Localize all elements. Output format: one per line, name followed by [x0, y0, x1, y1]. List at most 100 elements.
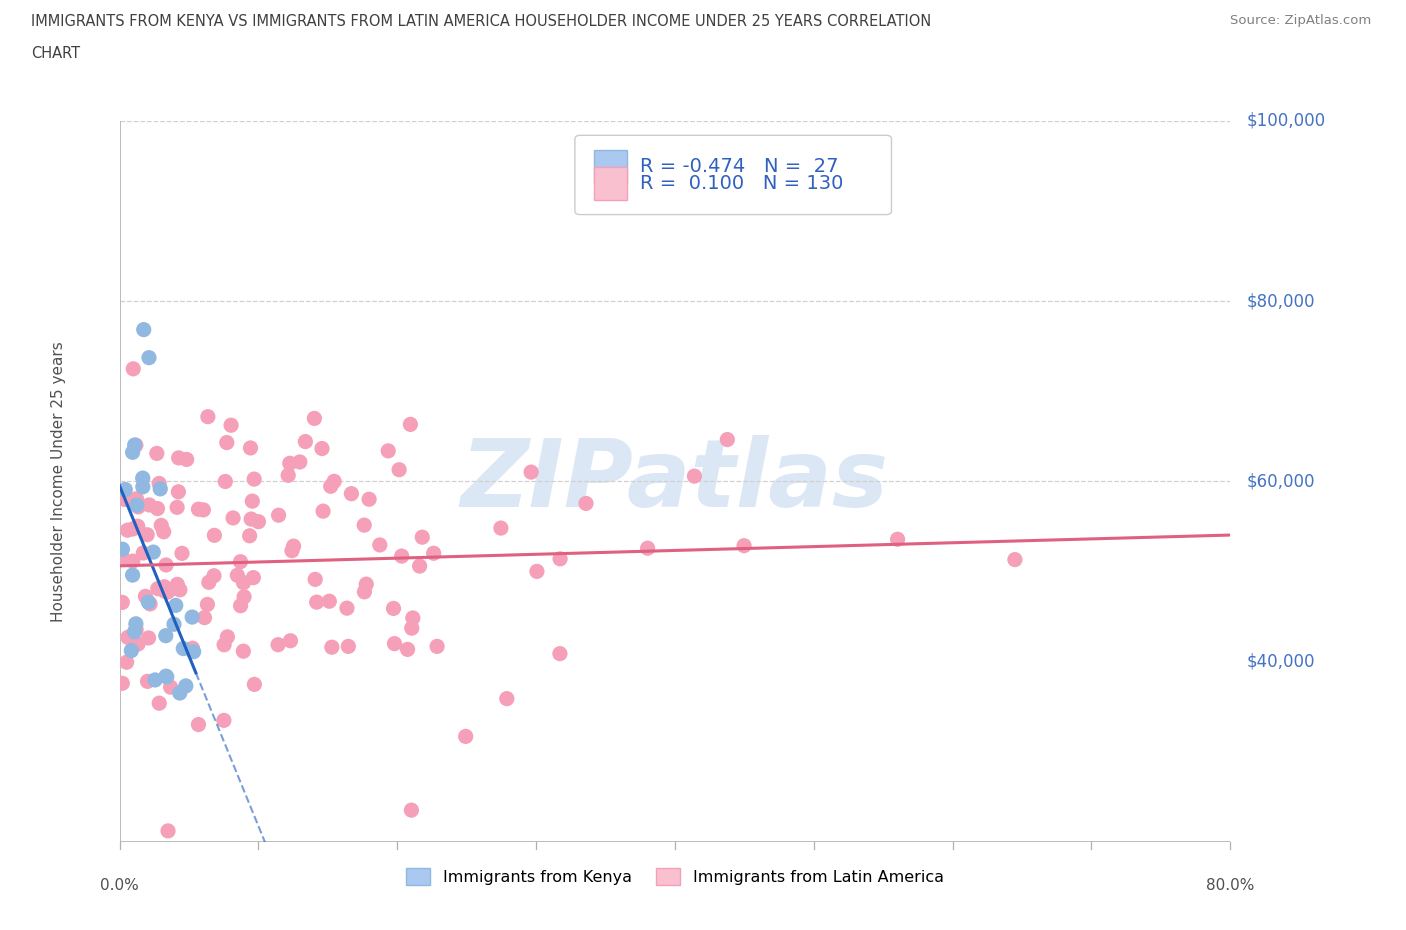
Point [138, 351, 160, 365]
Point [166, 577, 188, 591]
Point [156, 585, 179, 600]
Point [197, 409, 219, 424]
Point [132, 479, 155, 494]
Point [181, 644, 204, 658]
FancyBboxPatch shape [575, 135, 891, 215]
Point [149, 482, 172, 497]
Point [411, 530, 433, 545]
Point [278, 456, 301, 471]
Point [120, 644, 142, 658]
Point [1004, 552, 1026, 567]
Point [125, 498, 148, 512]
Text: Source: ZipAtlas.com: Source: ZipAtlas.com [1230, 14, 1371, 27]
Point [288, 455, 311, 470]
Point [163, 617, 186, 631]
Point [408, 559, 430, 574]
Point [139, 596, 162, 611]
Point [226, 568, 249, 583]
Point [157, 823, 180, 838]
Text: 0.0%: 0.0% [100, 878, 139, 893]
Text: 80.0%: 80.0% [1206, 878, 1254, 893]
Point [716, 432, 738, 447]
Point [181, 641, 204, 656]
Point [240, 494, 263, 509]
Point [155, 669, 177, 684]
Point [167, 485, 190, 499]
Point [243, 472, 266, 486]
Point [396, 642, 419, 657]
Point [281, 543, 304, 558]
Point [121, 445, 143, 459]
Point [121, 567, 143, 582]
Point [233, 590, 256, 604]
Point [229, 598, 252, 613]
Point [183, 644, 205, 659]
Point [146, 446, 169, 461]
Point [148, 696, 170, 711]
Point [222, 511, 245, 525]
Point [146, 581, 169, 596]
Point [305, 594, 328, 609]
Point [520, 465, 543, 480]
Point [683, 469, 706, 484]
Point [280, 633, 302, 648]
Point [143, 672, 166, 687]
Point [125, 491, 148, 506]
Point [124, 438, 146, 453]
Point [153, 579, 176, 594]
Text: $100,000: $100,000 [1247, 112, 1326, 130]
Point [219, 418, 242, 432]
Text: R =  0.100   N = 130: R = 0.100 N = 130 [641, 174, 844, 193]
Point [121, 553, 143, 568]
FancyBboxPatch shape [593, 150, 627, 183]
Point [247, 514, 270, 529]
Point [138, 594, 160, 609]
FancyBboxPatch shape [593, 167, 627, 200]
Point [353, 518, 375, 533]
Point [733, 538, 755, 553]
Point [312, 504, 335, 519]
Text: Householder Income Under 25 years: Householder Income Under 25 years [51, 341, 66, 621]
Point [132, 471, 155, 485]
Point [239, 441, 262, 456]
Point [229, 554, 252, 569]
Point [232, 644, 254, 658]
Point [368, 538, 391, 552]
Point [117, 630, 139, 644]
Point [242, 570, 264, 585]
Point [454, 729, 477, 744]
Point [111, 542, 134, 557]
Point [323, 474, 346, 489]
Point [232, 576, 254, 591]
Point [148, 476, 170, 491]
Point [114, 482, 136, 497]
Point [166, 500, 188, 515]
Point [402, 610, 425, 625]
Point [294, 434, 316, 449]
Point [340, 486, 363, 501]
Point [337, 639, 360, 654]
Point [212, 713, 235, 728]
Point [115, 655, 138, 670]
Point [136, 527, 159, 542]
Point [321, 640, 343, 655]
Point [132, 546, 155, 561]
Text: IMMIGRANTS FROM KENYA VS IMMIGRANTS FROM LATIN AMERICA HOUSEHOLDER INCOME UNDER : IMMIGRANTS FROM KENYA VS IMMIGRANTS FROM… [31, 14, 931, 29]
Point [152, 525, 174, 539]
Point [167, 450, 190, 465]
Point [637, 540, 659, 555]
Point [193, 610, 215, 625]
Text: $80,000: $80,000 [1247, 292, 1316, 310]
Point [122, 362, 145, 377]
Point [127, 636, 149, 651]
Text: $60,000: $60,000 [1247, 472, 1316, 490]
Point [217, 630, 239, 644]
Point [384, 636, 406, 651]
Point [197, 597, 219, 612]
Point [388, 462, 411, 477]
Point [153, 583, 176, 598]
Point [122, 522, 145, 537]
Point [311, 441, 333, 456]
Text: ZIPatlas: ZIPatlas [461, 435, 889, 527]
Point [336, 601, 359, 616]
